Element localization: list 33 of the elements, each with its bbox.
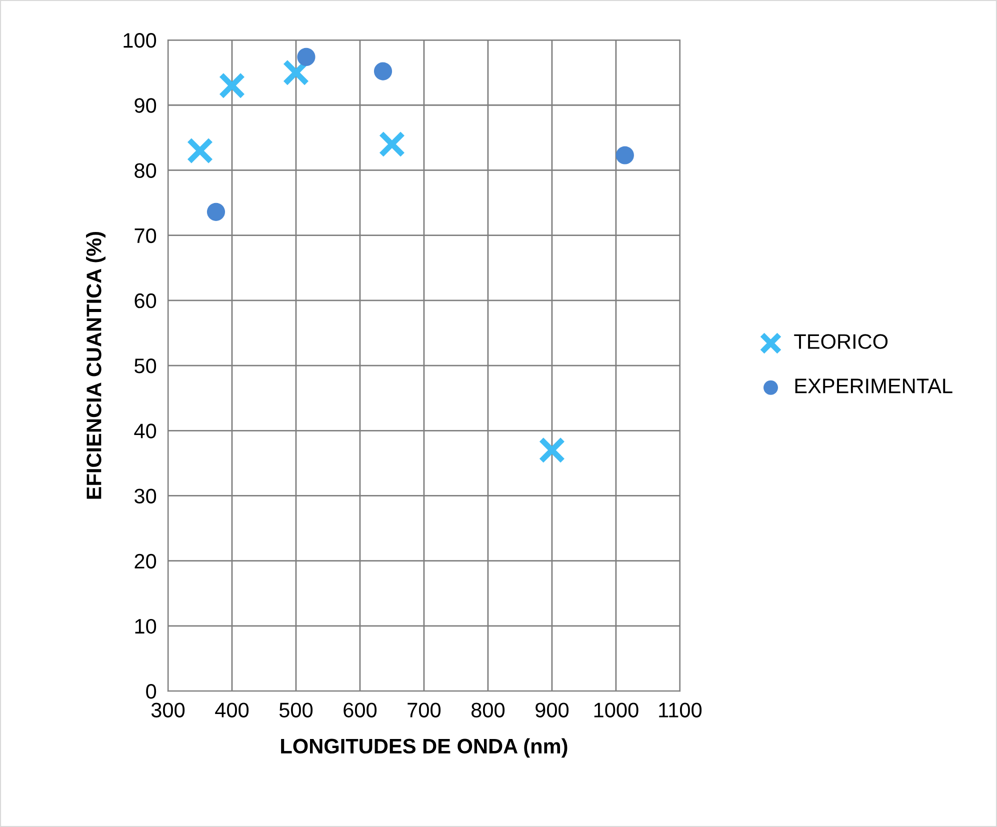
- x-tick-label: 900: [536, 702, 569, 718]
- y-axis-title: EFICIENCIA CUANTICA (%): [86, 232, 106, 499]
- x-tick-label: 1000: [594, 702, 638, 718]
- x-tick-label: 600: [344, 702, 377, 718]
- y-tick-label: 50: [134, 358, 156, 374]
- y-tick-label: 70: [134, 228, 156, 244]
- y-tick-label: 100: [124, 33, 156, 48]
- y-tick-label: 0: [146, 684, 156, 699]
- y-tick-label: 30: [134, 488, 156, 504]
- x-tick-label: 400: [215, 702, 249, 718]
- legend-label: EXPERIMENTAL: [795, 378, 952, 394]
- point: [218, 72, 246, 99]
- point: [282, 59, 310, 86]
- point: [378, 130, 406, 158]
- y-tick-label: 80: [134, 163, 156, 178]
- point: [538, 436, 566, 464]
- x-tick-label: 300: [151, 702, 185, 718]
- y-tick-label: 40: [134, 424, 156, 438]
- point: [616, 146, 634, 164]
- x-tick-label: 500: [279, 702, 313, 718]
- legend-label: TEORICO: [794, 334, 888, 349]
- point: [206, 202, 226, 221]
- x-tick-label: 800: [471, 702, 505, 718]
- x-tick-label: 700: [408, 702, 441, 718]
- point: [297, 48, 316, 66]
- y-tick-label: 20: [134, 554, 156, 569]
- x-tick-label: 1100: [659, 702, 702, 718]
- point: [186, 137, 214, 164]
- x-axis-title: LONGITUDES DE ONDA (nm): [281, 738, 568, 758]
- y-tick-label: 10: [135, 618, 156, 634]
- point: [374, 62, 392, 80]
- y-tick-label: 60: [134, 293, 156, 308]
- y-tick-label: 90: [134, 98, 156, 113]
